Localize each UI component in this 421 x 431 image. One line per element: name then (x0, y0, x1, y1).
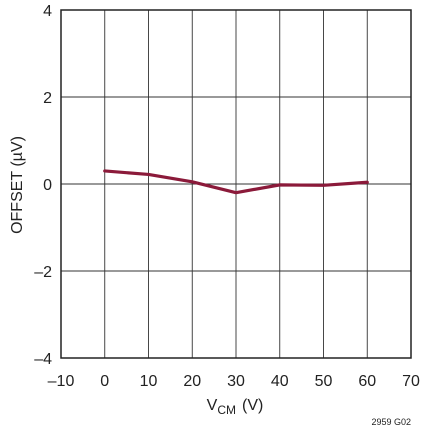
x-tick-label-7: 60 (358, 373, 376, 390)
y-tick-label-3: 2 (43, 90, 52, 107)
y-tick-labels: –4 –2 0 2 4 (34, 3, 52, 368)
x-axis-label-main: V (207, 397, 218, 414)
x-tick-label-0: –10 (48, 373, 75, 390)
x-tick-label-5: 40 (271, 373, 289, 390)
y-tick-label-4: 4 (43, 3, 52, 20)
series-line-0 (103, 169, 369, 195)
y-tick-label-1: –2 (34, 264, 52, 281)
x-tick-label-1: 0 (100, 373, 109, 390)
x-axis-label-unit: (V) (242, 397, 263, 414)
x-tick-labels: –10 0 10 20 30 40 50 60 70 (48, 373, 420, 390)
x-axis-label: VCM (V) (207, 397, 264, 417)
x-axis-label-subscript: CM (217, 403, 236, 417)
y-tick-label-0: –4 (34, 351, 52, 368)
figure-note: 2959 G02 (371, 417, 411, 427)
y-axis-label: OFFSET (µV) (9, 136, 26, 234)
plot-frame (60, 9, 412, 359)
x-tick-label-6: 50 (315, 373, 333, 390)
x-tick-label-8: 70 (402, 373, 420, 390)
data-series (103, 169, 369, 195)
x-tick-label-4: 30 (227, 373, 245, 390)
x-tick-label-2: 10 (140, 373, 158, 390)
x-tick-label-3: 20 (183, 373, 201, 390)
y-tick-label-2: 0 (43, 177, 52, 194)
